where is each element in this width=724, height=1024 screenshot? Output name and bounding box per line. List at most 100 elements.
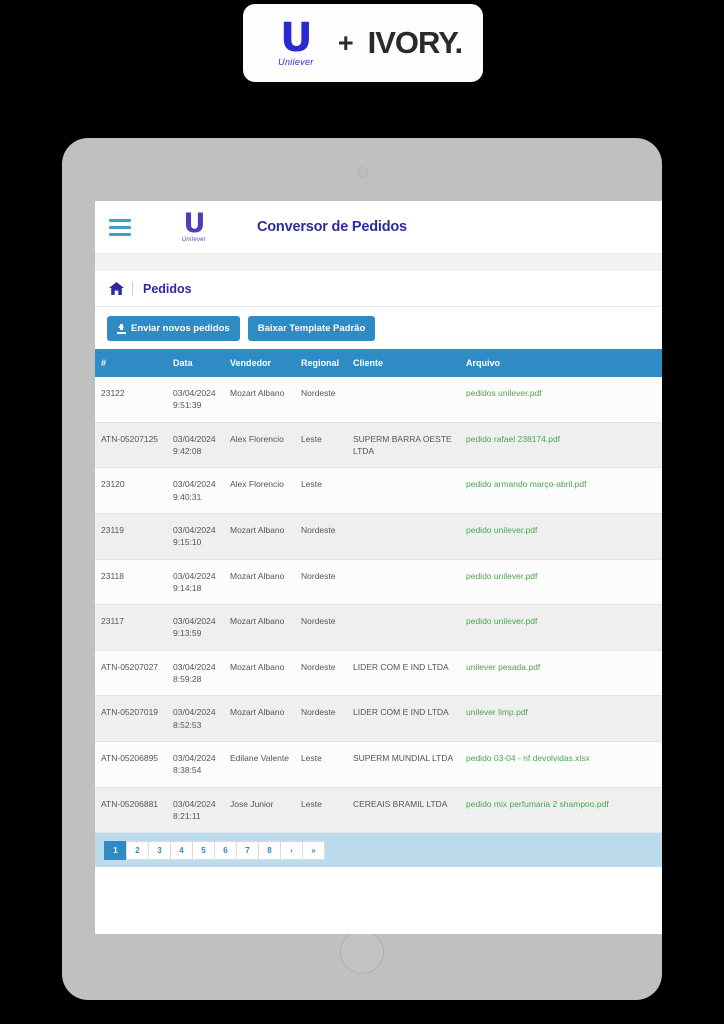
order-cliente-cell (347, 559, 460, 605)
order-cliente-cell (347, 513, 460, 559)
table-row[interactable]: 23122 03/04/2024 9:51:39 Mozart Albano Nord… (95, 377, 662, 423)
order-actions-cell (615, 377, 662, 422)
brand-badge: U Unilever + IVORY. (243, 4, 483, 82)
order-arquivo-cell[interactable]: unilever pesada.pdf (460, 650, 615, 696)
order-vendedor-cell: Jose Junior (230, 798, 274, 809)
unilever-u-letter: U (280, 14, 313, 61)
pagination-page-6[interactable]: 6 (214, 841, 237, 861)
order-arquivo-cell[interactable]: pedido unilever.pdf (460, 559, 615, 605)
order-regional-cell: Leste (301, 798, 322, 809)
pagination-page-4[interactable]: 4 (170, 841, 193, 861)
order-arquivo-cell[interactable]: pedido mix perfumaria 2 shampoo.pdf (460, 787, 615, 833)
order-arquivo-cell[interactable]: pedidos unilever.pdf (460, 377, 615, 422)
order-id-cell: ATN-05207027 (101, 661, 159, 672)
order-id-cell: 23119 (101, 524, 125, 535)
home-icon[interactable] (109, 282, 124, 295)
order-arquivo-cell[interactable]: pedido unilever.pdf (460, 513, 615, 559)
download-template-label: Baixar Template Padrão (257, 323, 366, 334)
file-link[interactable]: pedido mix perfumaria 2 shampoo.pdf (466, 798, 609, 809)
order-vendedor-cell: Mozart Albano (230, 388, 285, 398)
order-regional-cell: Nordeste (301, 524, 336, 535)
order-actions-cell (615, 422, 662, 468)
app-title: Conversor de Pedidos (257, 219, 407, 235)
order-vendedor-cell: Mozart Albano (230, 570, 285, 581)
order-date-cell: 03/04/2024 9:15:10 (173, 524, 216, 548)
order-cliente-cell (347, 605, 460, 651)
pagination-page-1[interactable]: 1 (104, 841, 127, 861)
order-cliente-cell: SUPERM BARRA OESTE LTDA (353, 433, 452, 456)
pagination-page-3[interactable]: 3 (148, 841, 171, 861)
secondary-bar (95, 254, 662, 271)
table-row[interactable]: 23120 03/04/2024 9:40:31 Alex Florencio Les… (95, 467, 662, 514)
column-header-data[interactable]: Data (167, 349, 224, 377)
pagination-page-7[interactable]: 7 (236, 841, 259, 861)
order-arquivo-cell[interactable]: pedido unilever.pdf (460, 605, 615, 651)
pagination-page-»[interactable]: » (302, 841, 325, 861)
column-header-arquivo[interactable]: Arquivo (460, 349, 615, 377)
file-link[interactable]: pedido unilever.pdf (466, 524, 538, 535)
table-row[interactable]: ATN-05206895 03/04/2024 8:38:54 Edilane Va… (95, 741, 662, 788)
order-arquivo-cell[interactable]: pedido rafael 238174.pdf (460, 422, 615, 468)
file-link[interactable]: pedido 03-04 - nf devolvidas.xlsx (466, 753, 590, 763)
upload-orders-label: Enviar novos pedidos (131, 323, 230, 334)
table-row[interactable]: ATN-05206881 03/04/2024 8:21:11 Jose Junio… (95, 787, 662, 833)
table-row[interactable]: 23118 03/04/2024 9:14:18 Mozart Albano Nord… (95, 559, 662, 605)
order-regional-cell: Leste (301, 433, 322, 444)
order-date-cell: 03/04/2024 9:13:59 (173, 616, 216, 639)
order-actions-cell (615, 468, 662, 514)
order-cliente-cell (347, 377, 460, 422)
order-arquivo-cell[interactable]: pedido armando março-abril.pdf (460, 468, 615, 514)
order-regional-cell: Nordeste (301, 707, 336, 718)
table-row[interactable]: 23119 03/04/2024 9:15:10 Mozart Albano Nord… (95, 513, 662, 559)
order-regional-cell: Nordeste (301, 661, 336, 672)
file-link[interactable]: pedido armando março-abril.pdf (466, 479, 587, 490)
order-id-cell: ATN-05206881 (101, 798, 159, 809)
order-date-cell: 03/04/2024 8:38:54 (173, 753, 216, 776)
tablet-screen: U Unilever Conversor de Pedidos Olá Luca… (95, 201, 662, 934)
download-template-button[interactable]: Baixar Template Padrão (247, 316, 376, 341)
camera-dot (356, 167, 368, 178)
unilever-logo: U Unilever (264, 14, 328, 67)
navbar-unilever-logo[interactable]: U Unilever (171, 210, 217, 243)
order-id-cell: ATN-05207125 (101, 433, 159, 444)
order-regional-cell: Nordeste (301, 616, 336, 627)
order-vendedor-cell: Alex Florencio (230, 479, 284, 490)
order-date-cell: 03/04/2024 9:42:08 (173, 433, 216, 456)
pagination-page-›[interactable]: › (280, 841, 303, 861)
column-header-cliente[interactable]: Cliente (347, 349, 460, 377)
app-navbar: U Unilever Conversor de Pedidos Olá Luca… (95, 201, 662, 253)
order-id-cell: ATN-05207019 (101, 707, 159, 718)
file-link[interactable]: pedidos unilever.pdf (466, 388, 542, 398)
order-vendedor-cell: Mozart Albano (230, 616, 285, 627)
home-button[interactable] (340, 930, 384, 974)
table-row[interactable]: 23117 03/04/2024 9:13:59 Mozart Albano Nord… (95, 604, 662, 651)
order-cliente-cell: SUPERM MUNDIAL LTDA (353, 753, 454, 763)
order-date-cell: 03/04/2024 9:51:39 (173, 388, 216, 411)
unilever-wordmark: Unilever (278, 56, 314, 67)
pagination-page-2[interactable]: 2 (126, 841, 149, 861)
upload-orders-button[interactable]: Enviar novos pedidos (107, 316, 240, 341)
pagination-page-5[interactable]: 5 (192, 841, 215, 861)
column-header-vendedor[interactable]: Vendedor (224, 349, 295, 377)
pagination-page-8[interactable]: 8 (258, 841, 281, 861)
table-row[interactable]: ATN-05207125 03/04/2024 9:42:08 Alex Flore… (95, 422, 662, 468)
order-date-cell: 03/04/2024 8:21:11 (173, 798, 216, 821)
file-link[interactable]: pedido rafael 238174.pdf (466, 433, 561, 444)
table-row[interactable]: ATN-05207019 03/04/2024 8:52:53 Mozart Alb… (95, 695, 662, 742)
column-header-id[interactable]: # (95, 349, 167, 377)
breadcrumb-separator (132, 281, 133, 296)
pagination-bar: 1 2 3 4 5 6 7 8 ›» (95, 833, 662, 868)
order-arquivo-cell[interactable]: unilever limp.pdf (460, 696, 615, 742)
orders-table-body: 23122 03/04/2024 9:51:39 Mozart Albano Nord… (95, 377, 662, 833)
file-link[interactable]: pedido unilever.pdf (466, 570, 538, 581)
order-actions-cell (615, 559, 662, 605)
hamburger-icon[interactable] (109, 218, 131, 236)
order-arquivo-cell[interactable]: pedido 03-04 - nf devolvidas.xlsx (460, 742, 615, 788)
file-link[interactable]: unilever pesada.pdf (466, 661, 541, 672)
column-header-regional[interactable]: Regional (295, 349, 347, 377)
order-actions-cell (615, 696, 662, 742)
file-link[interactable]: pedido unilever.pdf (466, 616, 538, 627)
table-row[interactable]: ATN-05207027 03/04/2024 8:59:28 Mozart Alb… (95, 650, 662, 696)
order-vendedor-cell: Mozart Albano (230, 661, 285, 672)
file-link[interactable]: unilever limp.pdf (466, 707, 528, 718)
